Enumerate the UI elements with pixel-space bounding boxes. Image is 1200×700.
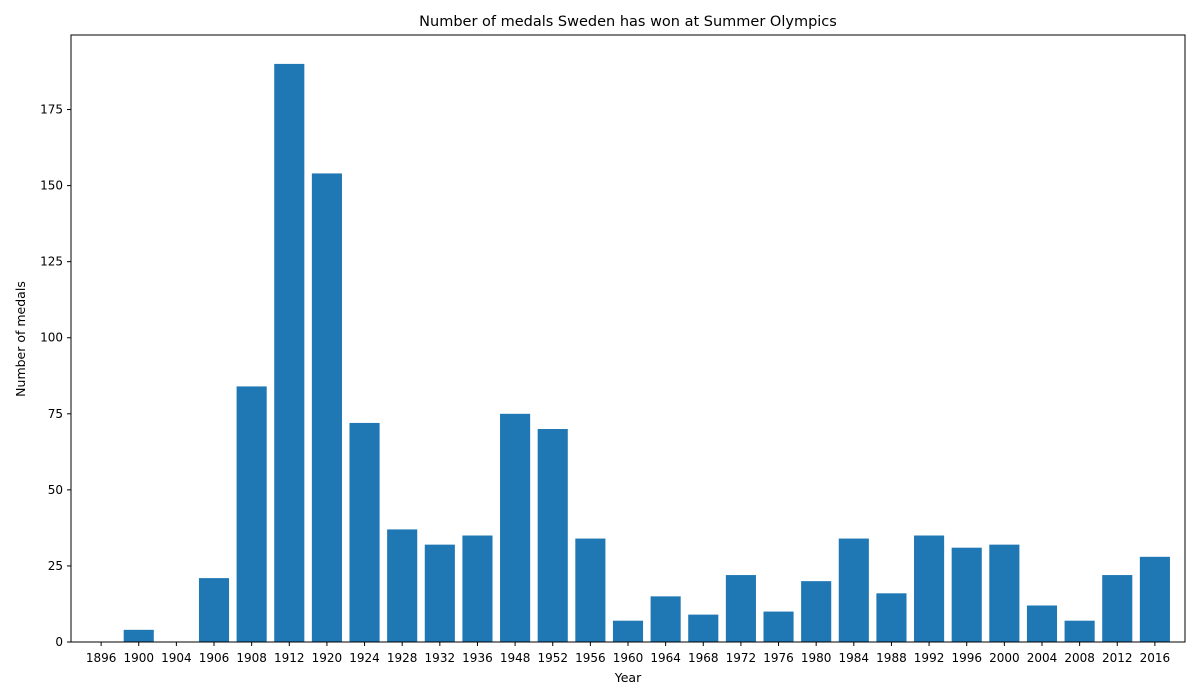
bar-1900	[123, 629, 154, 642]
x-tick-label-1976: 1976	[763, 651, 794, 665]
x-tick-label-1992: 1992	[914, 651, 945, 665]
y-tick-label-175: 175	[40, 103, 63, 117]
bar-2008	[1064, 620, 1095, 642]
y-axis-ticks: 0 25 50 75 100 125 150 175	[40, 103, 71, 649]
bar-1976	[763, 611, 794, 642]
x-tick-label-1968: 1968	[688, 651, 719, 665]
y-tick-label-150: 150	[40, 179, 63, 193]
bar-1996	[951, 547, 982, 642]
x-tick-label-1912: 1912	[274, 651, 305, 665]
bar-1906	[198, 578, 230, 642]
bar-1972	[725, 575, 756, 642]
y-tick-label-125: 125	[40, 255, 63, 269]
bar-2016	[1139, 556, 1170, 642]
bar-1956	[575, 538, 606, 642]
x-tick-label-2012: 2012	[1102, 651, 1133, 665]
x-tick-label-1924: 1924	[349, 651, 380, 665]
x-tick-label-1972: 1972	[726, 651, 757, 665]
bar-2012	[1102, 575, 1133, 642]
x-tick-label-1980: 1980	[801, 651, 832, 665]
y-tick-label-75: 75	[48, 407, 63, 421]
bar-1936	[462, 535, 493, 642]
x-tick-label-1956: 1956	[575, 651, 606, 665]
x-tick-label-1948: 1948	[500, 651, 531, 665]
bar-1968	[688, 614, 719, 642]
chart-title: Number of medals Sweden has won at Summe…	[419, 14, 837, 30]
y-tick-label-0: 0	[55, 635, 63, 649]
bar-1908	[236, 386, 267, 642]
bar-1948	[500, 413, 531, 642]
bar-2000	[989, 544, 1020, 642]
x-tick-label-1908: 1908	[236, 651, 267, 665]
x-tick-label-1996: 1996	[951, 651, 982, 665]
bars-group	[123, 63, 1170, 642]
x-tick-label-1920: 1920	[312, 651, 343, 665]
bar-1988	[876, 593, 907, 642]
bar-2004	[1026, 605, 1058, 642]
x-tick-label-1932: 1932	[425, 651, 456, 665]
bar-1932	[424, 544, 455, 642]
x-tick-label-1936: 1936	[462, 651, 493, 665]
bar-1980	[801, 581, 832, 642]
x-tick-label-1928: 1928	[387, 651, 418, 665]
bar-1964	[650, 596, 681, 642]
x-tick-label-1904: 1904	[161, 651, 192, 665]
y-axis-label: Number of medals	[13, 281, 28, 397]
bar-1992	[914, 535, 945, 642]
x-tick-label-1896: 1896	[86, 651, 117, 665]
bar-1984	[838, 538, 869, 642]
x-tick-label-1906: 1906	[199, 651, 230, 665]
x-tick-label-2000: 2000	[989, 651, 1020, 665]
bar-1912	[274, 63, 305, 642]
bar-1924	[349, 422, 380, 642]
y-tick-label-50: 50	[48, 483, 63, 497]
x-tick-label-2008: 2008	[1064, 651, 1095, 665]
y-tick-label-100: 100	[40, 331, 63, 345]
x-tick-label-1984: 1984	[839, 651, 870, 665]
x-tick-label-1900: 1900	[123, 651, 154, 665]
x-tick-label-1952: 1952	[537, 651, 568, 665]
x-tick-label-2016: 2016	[1140, 651, 1171, 665]
x-tick-label-1960: 1960	[613, 651, 644, 665]
x-axis-ticks: 1896 1900 1904 1906 1908 1912 1920 1924 1928 1932…	[86, 642, 1170, 665]
bar-1928	[387, 529, 418, 642]
plot-frame	[70, 34, 1186, 643]
x-tick-label-1988: 1988	[876, 651, 907, 665]
bar-1960	[612, 620, 644, 642]
bar-1920	[311, 173, 342, 642]
bar-1952	[537, 429, 568, 642]
x-tick-label-1964: 1964	[650, 651, 681, 665]
x-axis-label: Year	[614, 670, 642, 685]
y-tick-label-25: 25	[48, 559, 63, 573]
x-tick-label-2004: 2004	[1027, 651, 1058, 665]
